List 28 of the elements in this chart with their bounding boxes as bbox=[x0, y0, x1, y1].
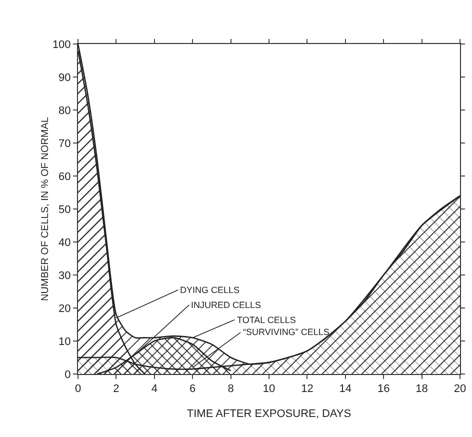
annotation: INJURED CELLS bbox=[191, 300, 262, 310]
y-axis-title: NUMBER OF CELLS, IN % OF NORMAL bbox=[40, 116, 51, 301]
x-tick-label: 8 bbox=[228, 383, 234, 396]
y-tick-label: 50 bbox=[58, 204, 71, 216]
x-tick-label: 0 bbox=[74, 383, 82, 396]
x-tick-label: 10 bbox=[262, 383, 276, 396]
x-axis-title: TIME AFTER EXPOSURE, DAYS bbox=[186, 408, 352, 420]
y-tick-label: 40 bbox=[58, 236, 71, 249]
annotation: DYING CELLS bbox=[180, 285, 240, 295]
y-tick-label: 20 bbox=[58, 302, 71, 315]
y-tick-label: 90 bbox=[58, 72, 71, 84]
y-tick-label: 10 bbox=[58, 336, 71, 348]
x-tick-label: 14 bbox=[339, 383, 352, 396]
x-tick-label: 18 bbox=[416, 383, 428, 396]
y-tick-label: 100 bbox=[52, 38, 71, 51]
y-tick-label: 30 bbox=[58, 270, 71, 282]
y-tick-label: 70 bbox=[58, 138, 71, 150]
y-tick-label: 80 bbox=[58, 104, 71, 117]
y-tick-label: 60 bbox=[58, 170, 71, 183]
x-tick-label: 6 bbox=[190, 383, 196, 396]
y-tick-label: 0 bbox=[64, 368, 71, 381]
annotation: TOTAL CELLS bbox=[237, 315, 296, 325]
x-tick-label: 16 bbox=[377, 383, 390, 396]
x-tick-label: 4 bbox=[151, 383, 158, 396]
x-tick-label: 2 bbox=[113, 383, 120, 396]
x-tick-label: 12 bbox=[301, 383, 314, 396]
annotation: “SURVIVING” CELLS bbox=[243, 327, 330, 337]
x-tick-label: 20 bbox=[454, 383, 466, 396]
